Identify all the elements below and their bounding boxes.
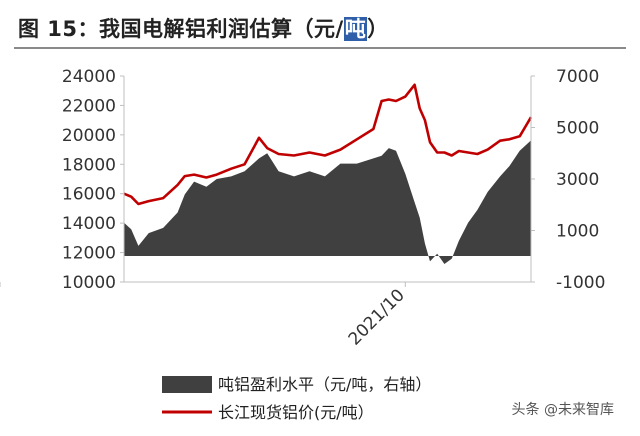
legend-swatch-profit <box>162 376 212 393</box>
left-tick-label: 10000 <box>62 273 116 293</box>
right-tick-label: 7000 <box>556 67 599 87</box>
right-tick-label: 1000 <box>556 222 599 242</box>
right-tick-label: 3000 <box>556 170 599 190</box>
x-tick-label: 2021/10 <box>345 285 409 349</box>
right-tick-label: -1000 <box>556 273 605 293</box>
left-tick-label: 12000 <box>62 244 116 264</box>
price-line <box>123 83 533 206</box>
left-tick-label: 16000 <box>62 185 116 205</box>
title-suffix: ） <box>367 17 389 41</box>
profit-area <box>124 140 531 264</box>
legend-label-price: 长江现货铝价(元/吨） <box>218 403 374 422</box>
title-prefix: 图 15：我国电解铝利润估算（元/ <box>18 17 344 41</box>
title-highlight: 吨 <box>343 17 368 41</box>
right-tick-label: 5000 <box>556 119 599 139</box>
title-divider <box>14 47 626 49</box>
legend: 吨铝盈利水平（元/吨，右轴） 长江现货铝价(元/吨） <box>162 375 431 422</box>
left-tick-label: 22000 <box>62 96 116 116</box>
left-tick-label: 14000 <box>62 214 116 234</box>
chart-title: 图 15：我国电解铝利润估算（元/吨） <box>18 13 389 43</box>
left-tick-label: 20000 <box>62 126 116 146</box>
left-tick-label: 24000 <box>62 67 116 87</box>
watermark: 头条 @未来智库 <box>507 398 618 420</box>
left-tick-label: 18000 <box>62 155 116 175</box>
plot-area <box>123 83 533 264</box>
legend-label-profit: 吨铝盈利水平（元/吨，右轴） <box>218 375 431 394</box>
